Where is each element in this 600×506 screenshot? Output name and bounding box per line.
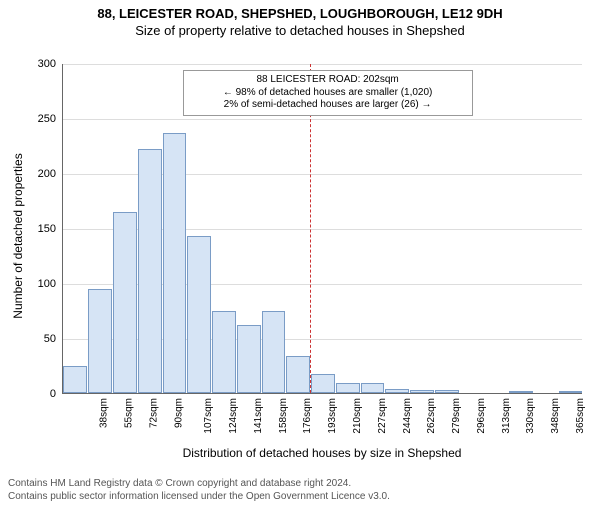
x-axis-title: Distribution of detached houses by size … bbox=[62, 446, 582, 460]
histogram-bar bbox=[410, 390, 434, 393]
y-tick-label: 250 bbox=[16, 113, 56, 125]
histogram-bar bbox=[113, 212, 137, 394]
x-tick-label: 262sqm bbox=[426, 398, 437, 434]
histogram-bar bbox=[311, 374, 335, 393]
histogram-bar bbox=[212, 311, 236, 394]
x-tick-label: 107sqm bbox=[204, 398, 215, 434]
x-tick-label: 176sqm bbox=[303, 398, 314, 434]
y-tick-label: 50 bbox=[16, 333, 56, 345]
x-tick-label: 210sqm bbox=[352, 398, 363, 434]
x-tick-label: 72sqm bbox=[148, 398, 159, 428]
y-tick-label: 100 bbox=[16, 278, 56, 290]
annotation-line: 2% of semi-detached houses are larger (2… bbox=[190, 99, 466, 112]
page-subtitle: Size of property relative to detached ho… bbox=[0, 23, 600, 38]
histogram-bar bbox=[361, 383, 385, 393]
x-tick-label: 158sqm bbox=[278, 398, 289, 434]
footer-line-2: Contains public sector information licen… bbox=[8, 491, 592, 504]
x-tick-label: 90sqm bbox=[173, 398, 184, 428]
histogram-bar bbox=[559, 391, 583, 393]
x-tick-label: 244sqm bbox=[402, 398, 413, 434]
x-tick-label: 38sqm bbox=[99, 398, 110, 428]
x-tick-label: 313sqm bbox=[501, 398, 512, 434]
histogram-bar bbox=[88, 289, 112, 394]
annotation-box: 88 LEICESTER ROAD: 202sqm← 98% of detach… bbox=[183, 70, 473, 116]
histogram-chart: 88 LEICESTER ROAD: 202sqm← 98% of detach… bbox=[62, 64, 582, 394]
footer-line-1: Contains HM Land Registry data © Crown c… bbox=[8, 478, 592, 491]
histogram-bar bbox=[385, 389, 409, 393]
histogram-bar bbox=[237, 325, 261, 393]
gridline bbox=[63, 119, 582, 120]
page-title: 88, LEICESTER ROAD, SHEPSHED, LOUGHBOROU… bbox=[0, 6, 600, 21]
histogram-bar bbox=[435, 390, 459, 393]
histogram-bar bbox=[509, 391, 533, 393]
annotation-line: 88 LEICESTER ROAD: 202sqm bbox=[190, 74, 466, 87]
x-tick-label: 55sqm bbox=[124, 398, 135, 428]
x-tick-label: 141sqm bbox=[253, 398, 264, 434]
y-tick-label: 300 bbox=[16, 58, 56, 70]
x-tick-label: 296sqm bbox=[476, 398, 487, 434]
y-tick-label: 150 bbox=[16, 223, 56, 235]
x-tick-label: 279sqm bbox=[451, 398, 462, 434]
histogram-bar bbox=[262, 311, 286, 394]
x-tick-label: 124sqm bbox=[228, 398, 239, 434]
y-tick-label: 0 bbox=[16, 388, 56, 400]
x-tick-label: 193sqm bbox=[327, 398, 338, 434]
x-tick-label: 227sqm bbox=[377, 398, 388, 434]
x-tick-label: 330sqm bbox=[525, 398, 536, 434]
histogram-bar bbox=[138, 149, 162, 393]
histogram-bar bbox=[63, 366, 87, 394]
histogram-bar bbox=[336, 383, 360, 393]
histogram-bar bbox=[163, 133, 187, 393]
x-tick-label: 365sqm bbox=[575, 398, 586, 434]
histogram-bar bbox=[187, 236, 211, 393]
histogram-bar bbox=[286, 356, 310, 393]
footer-attribution: Contains HM Land Registry data © Crown c… bbox=[8, 478, 592, 503]
annotation-line: ← 98% of detached houses are smaller (1,… bbox=[190, 87, 466, 100]
gridline bbox=[63, 64, 582, 65]
y-tick-label: 200 bbox=[16, 168, 56, 180]
x-tick-label: 348sqm bbox=[550, 398, 561, 434]
